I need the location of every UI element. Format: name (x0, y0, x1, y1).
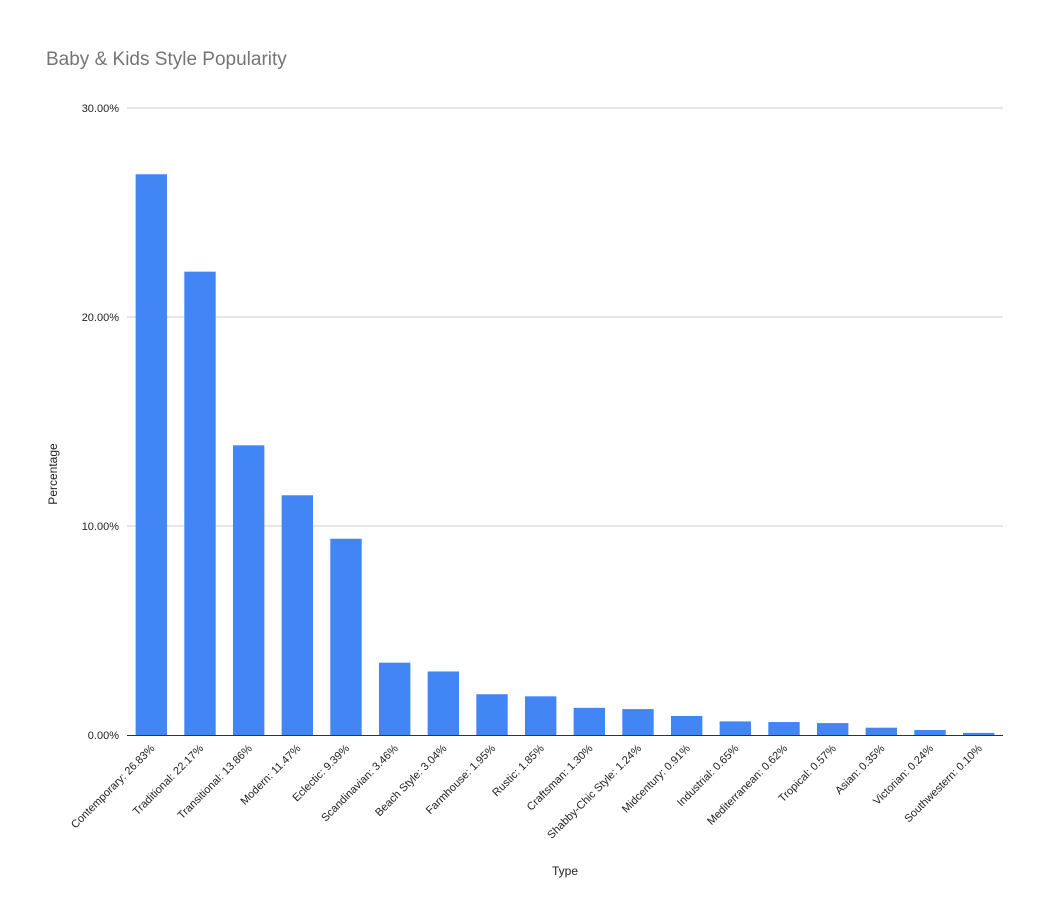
y-tick-label: 0.00% (88, 730, 119, 742)
bar (330, 538, 362, 735)
x-axis-title: Type (552, 864, 578, 878)
x-tick-label: Shabby-Chic Style: 1.24% (545, 742, 644, 841)
x-tick-label: Contemporary: 26.83% (69, 742, 158, 831)
y-axis-ticks: 0.00% 10.00% 20.00% 30.00% (82, 103, 120, 742)
bar (476, 694, 508, 735)
bar (962, 732, 995, 735)
x-tick-label: Asian: 0.35% (833, 742, 887, 796)
x-tick-label: Mediterranean: 0.62% (705, 742, 790, 827)
x-axis-ticks: Contemporary: 26.83%Traditional: 22.17%T… (69, 742, 985, 841)
bar (524, 696, 557, 735)
bar (670, 715, 703, 735)
bar (135, 174, 168, 736)
bar (281, 495, 314, 735)
y-tick-label: 30.00% (82, 103, 120, 115)
bar (573, 707, 606, 735)
bar (622, 709, 654, 735)
bar (768, 722, 800, 735)
bar (184, 271, 216, 735)
bar (427, 671, 460, 735)
bar (865, 727, 898, 735)
bars (135, 174, 995, 736)
y-axis-title: Percentage (46, 443, 60, 505)
chart-title: Baby & Kids Style Popularity (46, 49, 287, 70)
bar (914, 729, 946, 735)
bar (719, 721, 752, 735)
y-tick-label: 10.00% (82, 521, 120, 533)
bar (378, 662, 411, 735)
bar (816, 723, 849, 735)
gridlines (127, 107, 1003, 527)
bar (232, 445, 265, 735)
y-tick-label: 20.00% (82, 312, 120, 324)
